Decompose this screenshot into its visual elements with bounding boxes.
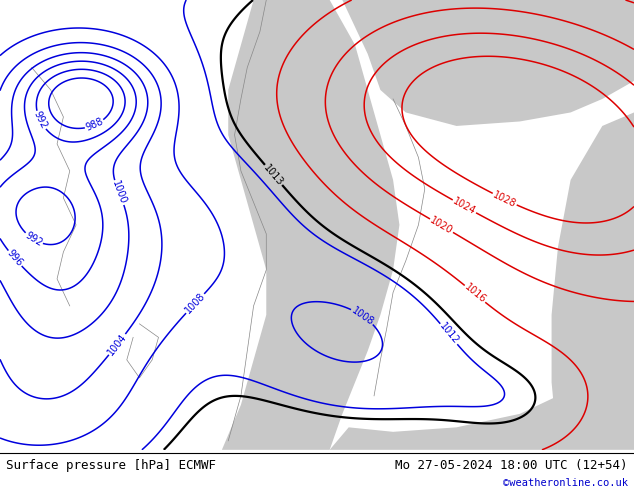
Text: Mo 27-05-2024 18:00 UTC (12+54): Mo 27-05-2024 18:00 UTC (12+54)	[395, 459, 628, 471]
Text: 988: 988	[84, 117, 105, 133]
Polygon shape	[330, 396, 558, 450]
Text: 992: 992	[32, 110, 49, 131]
Polygon shape	[222, 0, 399, 450]
Polygon shape	[552, 113, 634, 450]
Text: 1016: 1016	[462, 282, 488, 305]
Text: 1020: 1020	[429, 215, 455, 236]
Text: 1024: 1024	[451, 196, 477, 217]
Text: Surface pressure [hPa] ECMWF: Surface pressure [hPa] ECMWF	[6, 459, 216, 471]
Text: ©weatheronline.co.uk: ©weatheronline.co.uk	[503, 478, 628, 488]
Text: 1013: 1013	[262, 162, 285, 188]
Text: 996: 996	[5, 248, 25, 269]
Text: 1012: 1012	[437, 321, 460, 346]
Polygon shape	[330, 0, 634, 126]
Text: 1004: 1004	[106, 332, 129, 357]
Text: 1008: 1008	[350, 305, 375, 327]
Text: 1008: 1008	[183, 291, 207, 316]
Text: 992: 992	[23, 230, 44, 248]
Text: 1000: 1000	[110, 179, 128, 206]
Text: 1028: 1028	[491, 190, 518, 209]
